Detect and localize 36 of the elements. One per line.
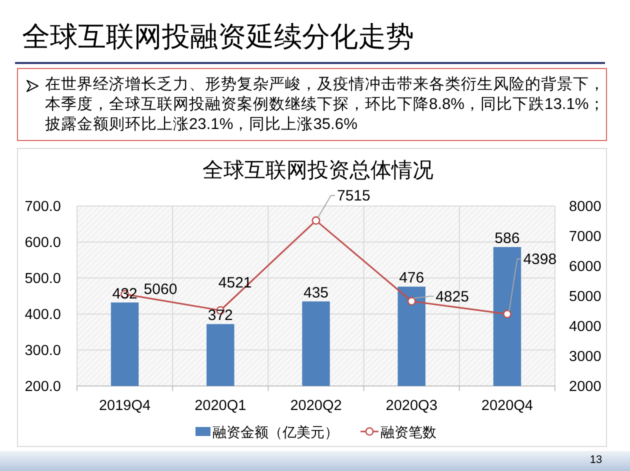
chart-title: 全球互联网投融资延续分化走势 [22,21,414,52]
data-label: 7515 [337,188,370,205]
x-tick-label: 2019Q4 [98,398,151,414]
y2-tick-label: 6000 [569,259,602,275]
y-tick-label: 300.0 [24,343,61,359]
chart-subtitle: 全球互联网投资总体情况 [202,159,434,182]
y-tick-label: 700.0 [24,199,61,215]
y2-tick-label: 8000 [569,199,602,215]
data-label: 586 [494,230,520,248]
data-label: 435 [303,284,329,302]
y2-tick-label: 3000 [569,349,602,365]
point [407,297,416,306]
x-tick-label: 2020Q1 [194,398,246,414]
x-tick-label: 2020Q2 [290,398,342,414]
y-tick-label: 500.0 [24,271,61,287]
y2-tick-label: 5000 [569,289,602,305]
legend-label: 融资金额（亿美元） [212,424,338,440]
point [312,216,320,225]
legend-label: 融资笔数 [380,424,436,440]
data-label: 476 [399,270,424,287]
text: 13 [590,454,602,466]
data-label: 5060 [144,281,178,298]
y2-tick-label: 4000 [569,319,602,335]
data-label: 372 [208,307,233,324]
data-label: 4825 [436,288,469,306]
data-label: 4521 [218,274,252,292]
y2-tick-label: 7000 [569,229,602,245]
y-tick-label: 600.0 [24,235,61,251]
y-tick-label: 400.0 [24,307,61,323]
point [502,310,512,318]
text: 在世界经济增长乏力、形势复杂严峻，及疫情冲击带来各类衍生风险的背景下，本季度，全球互联网投融资案例数继续下探，环比下降8.8%，同比下跌13.1%；披露金额则环比上涨23.1%，同比上涨35.6% [45,75,606,135]
data-label: 4398 [523,251,557,268]
y2-tick-label: 2000 [569,379,602,395]
x-tick-label: 2020Q4 [481,398,534,414]
x-tick-label: 2020Q3 [386,398,438,414]
y-tick-label: 200.0 [24,379,61,395]
